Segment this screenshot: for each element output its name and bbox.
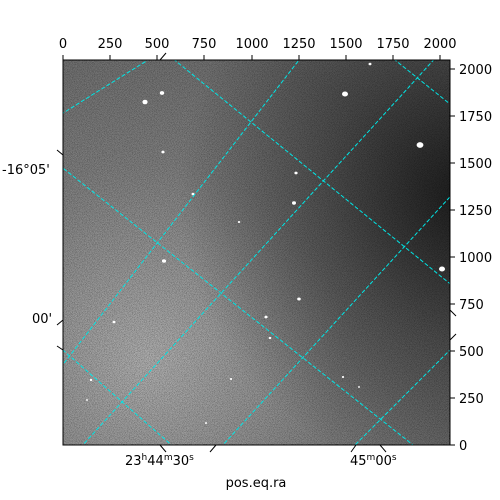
- grid-line: [63, 60, 300, 366]
- grid-line: [222, 196, 450, 445]
- star: [161, 150, 165, 154]
- star: [439, 266, 445, 272]
- top-axis-tick-labels: 0 250 500 750 1000 1250 1500 1750 2000: [59, 37, 457, 52]
- star: [191, 192, 195, 196]
- tick-label: 2000: [423, 37, 456, 52]
- star: [297, 297, 301, 301]
- star: [86, 399, 88, 401]
- coordinate-grid: [63, 60, 450, 445]
- dec-tick-label-2: 00': [32, 312, 52, 327]
- star: [237, 220, 241, 224]
- x-axis-label: pos.eq.ra: [226, 476, 287, 491]
- sky-image: [63, 60, 450, 445]
- tick-label: 500: [145, 37, 170, 52]
- tick-label: 500: [459, 345, 484, 360]
- tick-label: 1750: [459, 110, 492, 125]
- star-layer: [86, 62, 445, 424]
- grid-line: [354, 349, 450, 445]
- tick-label: 2000: [459, 63, 492, 78]
- tick-label: 1500: [329, 37, 362, 52]
- plot-frame: [62, 59, 451, 446]
- star: [264, 315, 268, 319]
- star: [342, 91, 348, 97]
- star: [294, 171, 298, 175]
- star: [341, 375, 345, 379]
- star: [112, 320, 116, 324]
- star: [204, 422, 208, 424]
- grid-line: [173, 60, 450, 285]
- tick-label: 750: [192, 37, 217, 52]
- tick-label: 1250: [282, 37, 315, 52]
- star: [268, 336, 272, 340]
- ra-tick-label-2: 45m00s: [350, 453, 397, 469]
- star: [368, 62, 372, 66]
- tick-label: 1750: [376, 37, 409, 52]
- star: [159, 91, 165, 95]
- grid-line: [82, 60, 435, 445]
- star: [292, 201, 296, 205]
- star: [142, 99, 148, 105]
- star: [161, 259, 167, 263]
- tick-label: 0: [59, 37, 67, 52]
- tick-label: 0: [459, 439, 467, 454]
- right-axis-tick-labels: 0 250 500 750 1000 1250 1500 1750 2000: [459, 63, 492, 454]
- grid-line: [63, 167, 414, 445]
- tick-label: 250: [459, 392, 484, 407]
- star: [416, 142, 424, 148]
- star: [229, 377, 233, 381]
- world-coordinate-ticks: [56, 52, 457, 453]
- pixel-axis-ticks: [62, 55, 455, 446]
- dec-tick-label-1: -16°05': [2, 163, 50, 178]
- tick-label: 1250: [459, 204, 492, 219]
- tick-label: 250: [98, 37, 123, 52]
- star: [358, 386, 360, 388]
- star: [89, 378, 93, 382]
- tick-label: 1000: [235, 37, 268, 52]
- tick-label: 1000: [459, 251, 492, 266]
- ra-tick-label-1: 23h44m30s: [125, 453, 194, 469]
- tick-label: 1500: [459, 157, 492, 172]
- tick-label: 750: [459, 298, 484, 313]
